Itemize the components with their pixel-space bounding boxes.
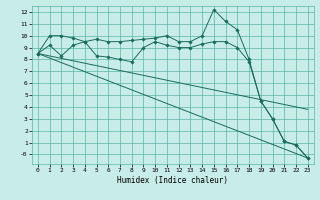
X-axis label: Humidex (Indice chaleur): Humidex (Indice chaleur): [117, 176, 228, 185]
